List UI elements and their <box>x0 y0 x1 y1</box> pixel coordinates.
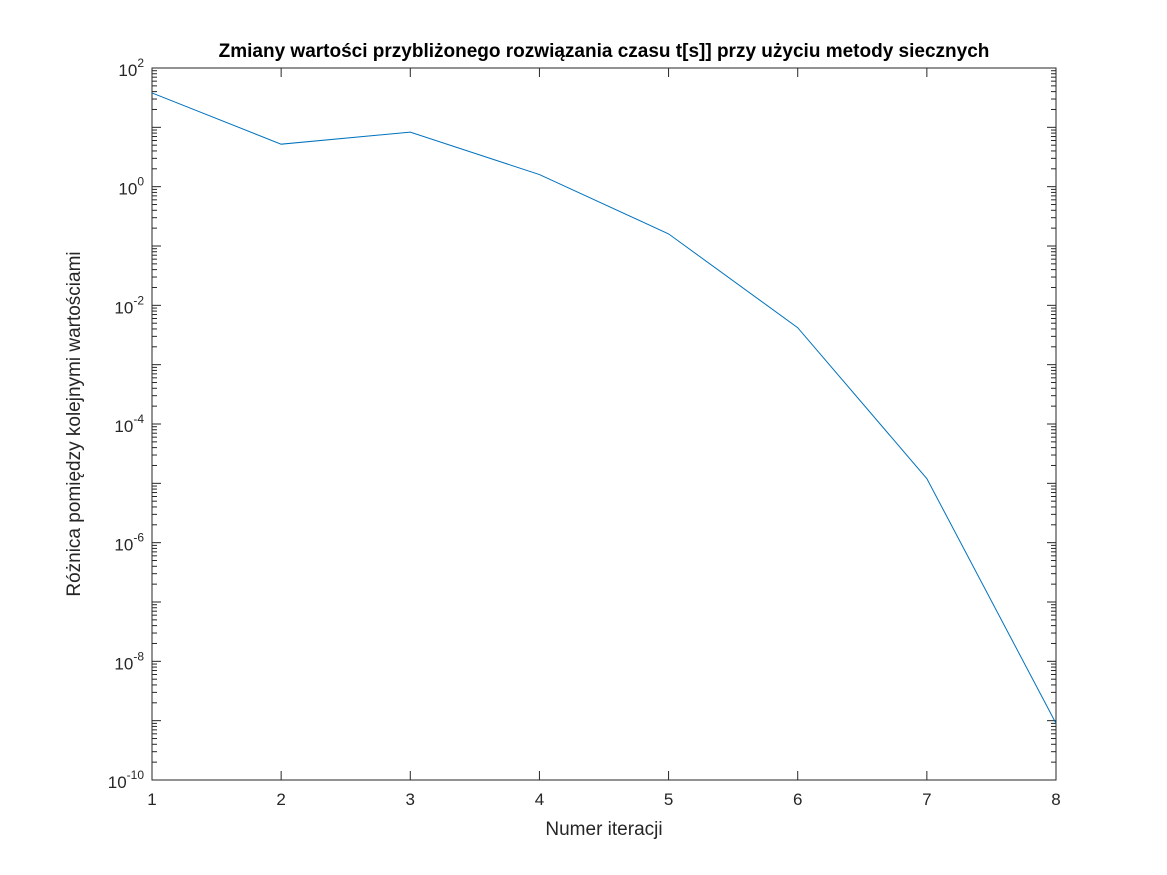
x-tick-label: 3 <box>406 790 415 809</box>
x-tick-label: 1 <box>147 790 156 809</box>
x-axis-label: Numer iteracji <box>545 819 662 840</box>
chart-title: Zmiany wartości przybliżonego rozwiązani… <box>219 41 990 62</box>
series-group <box>151 92 1057 724</box>
x-tick-label: 4 <box>535 790 544 809</box>
y-tick-label: 10-4 <box>114 412 144 436</box>
y-axis: 10-10 10-8 10-6 10-4 10-2 100 102 <box>108 56 1056 792</box>
x-tick-label: 6 <box>793 790 802 809</box>
y-tick-label: 10-6 <box>114 531 144 555</box>
y-tick-label: 102 <box>118 56 144 80</box>
x-tick-label: 5 <box>664 790 673 809</box>
y-tick-label: 10-8 <box>114 649 144 673</box>
y-axis-label: Różnica pomiędzy kolejnymi wartościami <box>64 251 85 596</box>
y-tick-label: 100 <box>118 175 144 199</box>
x-axis: 1 2 3 4 5 6 7 8 <box>147 68 1061 809</box>
series-line <box>151 92 1057 724</box>
y-tick-label: 10-2 <box>114 293 144 317</box>
plot-area <box>151 67 1057 781</box>
y-tick-label: 10-10 <box>108 768 145 792</box>
x-tick-label: 7 <box>922 790 931 809</box>
x-tick-label: 8 <box>1051 790 1060 809</box>
x-tick-label: 2 <box>276 790 285 809</box>
